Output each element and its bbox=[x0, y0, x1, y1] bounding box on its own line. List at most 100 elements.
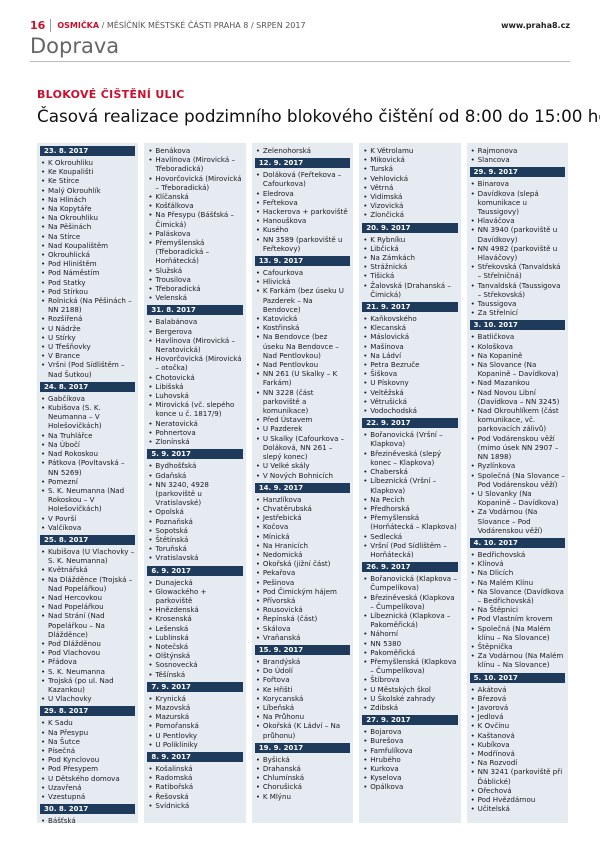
street-item: Nad Pentlovkou bbox=[255, 360, 350, 369]
street-item: Jedlová bbox=[470, 712, 565, 721]
street-item: Veltěžská bbox=[362, 388, 457, 397]
street-item: Na Hlinách bbox=[40, 195, 135, 204]
date-block: 14. 9. 2017 HanzlíkovaChvatěrubskáJestřeb… bbox=[254, 482, 351, 642]
date-block: 24. 8. 2017 GabčíkovaKubišova (S. K. Neum… bbox=[40, 381, 136, 532]
street-item: Hanzlíkova bbox=[255, 495, 350, 504]
street-item: Dunajecká bbox=[147, 578, 242, 587]
street-item: Kusého bbox=[255, 225, 350, 234]
street-item: Okořská (jižní část) bbox=[255, 559, 350, 568]
date-header: 5. 10. 2017 bbox=[469, 672, 566, 683]
street-item: S. K. Neumanna bbox=[40, 667, 135, 676]
street-item: Havlínova (Mirovická – Neratovická) bbox=[147, 336, 242, 354]
street-item: Na Štěpnici bbox=[470, 605, 565, 614]
street-item: Petra Bezruče bbox=[362, 360, 457, 369]
street-item: Zlončická bbox=[362, 210, 457, 219]
street-item: Taussigova bbox=[470, 299, 565, 308]
street-item: Famfulíkova bbox=[362, 746, 457, 755]
street-item: Pešinova bbox=[255, 578, 350, 587]
street-item: Přemyšlenská (Horňátecká – Klapkova) bbox=[362, 513, 457, 531]
street-item: K Ovčínu bbox=[470, 721, 565, 730]
street-item: Líbeznická (Vršní – Klapkova) bbox=[362, 476, 457, 494]
street-item: Květnářská bbox=[40, 565, 135, 574]
date-header: 15. 9. 2017 bbox=[254, 644, 351, 655]
street-item: Mašínova bbox=[362, 342, 457, 351]
street-item: Klecanská bbox=[362, 323, 457, 332]
street-item: Na Kopytáře bbox=[40, 204, 135, 213]
street-item: Chvatěrubská bbox=[255, 504, 350, 513]
street-item: Zdibská bbox=[362, 703, 457, 712]
street-item: NN 3940 (parkoviště u Davídkovy) bbox=[470, 225, 565, 243]
kicker: BLOKOVÉ ČIŠTĚNÍ ULIC bbox=[37, 88, 185, 101]
street-item: Binarova bbox=[470, 179, 565, 188]
street-item: NN 4982 (parkoviště u Hlaváčovy) bbox=[470, 244, 565, 262]
street-item: Ořechová bbox=[470, 786, 565, 795]
street-item: Pohnertova bbox=[147, 428, 242, 437]
street-item: K Větrolamu bbox=[362, 146, 457, 155]
street-item: NN 3228 (část parkoviště a komunikace) bbox=[255, 388, 350, 416]
street-item: Mínická bbox=[255, 532, 350, 541]
street-item: Líbeňská bbox=[255, 703, 350, 712]
street-item: Bojarova bbox=[362, 727, 457, 736]
date-header: 29. 8. 2017 bbox=[40, 706, 136, 717]
date-block: 19. 9. 2017 ByšickáDrahanskáChlumínskáCho… bbox=[254, 742, 351, 801]
street-item: Pod Stírkou bbox=[40, 287, 135, 296]
date-header: 13. 9. 2017 bbox=[254, 256, 351, 267]
date-block: 5. 10. 2017 AkátováBřezováJavorováJedlová… bbox=[469, 672, 566, 814]
date-header: 31. 8. 2017 bbox=[147, 305, 243, 316]
street-item: Tanvaldská (Taussigova – Střekovská) bbox=[470, 281, 565, 299]
date-header: 4. 10. 2017 bbox=[469, 537, 566, 548]
street-item: Sopotská bbox=[147, 526, 242, 535]
street-item: Paláskova bbox=[147, 229, 242, 238]
date-block: 23. 8. 2017 K OkrouhlikuKe KoupalištiKe S… bbox=[40, 146, 136, 379]
street-item: Za Střelnicí bbox=[470, 308, 565, 317]
date-block: 21. 9. 2017KaňkovskéhoKlecanskáMáslovick… bbox=[362, 302, 458, 415]
street-item: U Slovanky (Na Kopanině – Davídkova) bbox=[470, 489, 565, 507]
street-item: Burešova bbox=[362, 736, 457, 745]
street-item: Předhorská bbox=[362, 504, 457, 513]
street-item: Klíčanská bbox=[147, 192, 242, 201]
street-item: Davídkova (slepá komunikace u Taussigovy… bbox=[470, 189, 565, 217]
street-item: Bořanovická (Vršní – Klapkova) bbox=[362, 430, 457, 448]
street-item: U Pentlovky bbox=[147, 731, 242, 740]
street-item: Ryzlínkova bbox=[470, 461, 565, 470]
street-item: Náhorní bbox=[362, 629, 457, 638]
street-item: Glowackého + parkoviště bbox=[147, 587, 242, 605]
street-item: Kyselova bbox=[362, 773, 457, 782]
street-item: Opálkova bbox=[362, 782, 457, 791]
street-item: Toruňská bbox=[147, 544, 242, 553]
street-item: U Pískovny bbox=[362, 378, 457, 387]
date-block: 7. 9. 2017 KrynickáMazovskáMazurskáPomořa… bbox=[147, 681, 243, 749]
street-item: Kološkova bbox=[470, 342, 565, 351]
magazine-name: OSMIČKA bbox=[57, 20, 100, 30]
street-item: Katovická bbox=[255, 314, 350, 323]
street-item: Pod Čimickým hájem bbox=[255, 587, 350, 596]
street-item: Brandýská bbox=[255, 657, 350, 666]
street-item: Pod Vodárenskou věží (mimo úsek NN 2907 … bbox=[470, 434, 565, 462]
street-item: Benákova bbox=[147, 146, 242, 155]
street-item: U Vlachovky bbox=[40, 694, 135, 703]
street-item: Na Rozvodí bbox=[470, 758, 565, 767]
street-item: Bořanovická (Klapkova – Čumpelíkova) bbox=[362, 574, 457, 592]
street-item: V Površí bbox=[40, 514, 135, 523]
street-item: Řešovská bbox=[147, 792, 242, 801]
schedule-column: K VětrolamuMikovickáTurskáVehlovickáVětr… bbox=[359, 143, 461, 823]
street-item: U Městských škol bbox=[362, 685, 457, 694]
street-item: Pod Vlastním krovem bbox=[470, 614, 565, 623]
date-block: 30. 8. 2017Bášťská bbox=[40, 804, 136, 823]
street-item: Ke Koupališti bbox=[40, 167, 135, 176]
street-item: Vraňanská bbox=[255, 633, 350, 642]
date-header: 27. 9. 2017 bbox=[362, 715, 458, 726]
street-item: Balabánova bbox=[147, 317, 242, 326]
street-item: Hrubého bbox=[362, 755, 457, 764]
street-item: Okrouhlická bbox=[40, 250, 135, 259]
street-item: Vizovická bbox=[362, 201, 457, 210]
street-item: Na Šutce bbox=[40, 737, 135, 746]
street-item: Akátová bbox=[470, 685, 565, 694]
street-item: Na Úbočí bbox=[40, 440, 135, 449]
street-item: NN 5380 bbox=[362, 639, 457, 648]
date-header: 25. 8. 2017 bbox=[40, 534, 136, 545]
street-item: Zlonínská bbox=[147, 437, 242, 446]
street-item: Větrná bbox=[362, 183, 457, 192]
street-item: Košťálkova bbox=[147, 201, 242, 210]
